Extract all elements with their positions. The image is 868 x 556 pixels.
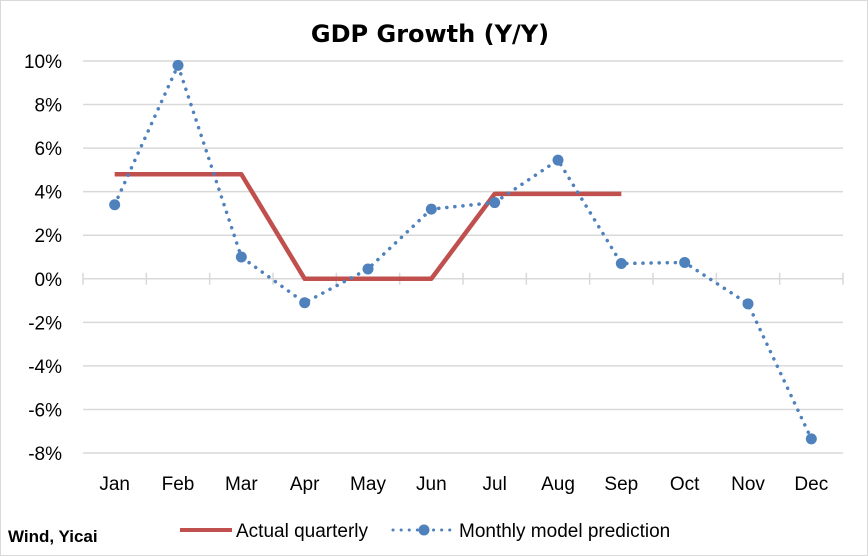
data-point-apr [299, 297, 311, 309]
legend-marker-monthly-prediction [418, 524, 430, 536]
y-tick-label: 8% [35, 96, 63, 117]
x-tick-label: Nov [731, 474, 765, 495]
source-note: Wind, Yicai [8, 527, 98, 546]
x-tick-label: Oct [670, 474, 700, 495]
data-point-dec [805, 433, 817, 445]
y-tick-label: 4% [35, 183, 63, 204]
x-tick-label: Jun [416, 474, 447, 495]
y-tick-label: -8% [28, 444, 62, 465]
data-point-jan [109, 199, 121, 211]
data-point-sep [615, 258, 627, 270]
x-tick-label: Feb [162, 474, 195, 495]
series-line-actual-quarterly [114, 171, 622, 282]
x-tick-label: Dec [794, 474, 828, 495]
x-tick-label: Aug [541, 474, 575, 495]
data-point-mar [235, 251, 247, 263]
y-tick-label: 6% [35, 139, 63, 160]
legend-label-actual-quarterly: Actual quarterly [236, 521, 369, 542]
chart-title: GDP Growth (Y/Y) [311, 20, 549, 48]
x-tick-label: Sep [604, 474, 638, 495]
x-axis [82, 272, 844, 285]
y-tick-label: 0% [35, 270, 63, 291]
data-point-aug [552, 154, 564, 166]
x-tick-label: May [350, 474, 386, 495]
x-axis-ticks: Jan Feb Mar Apr May Jun Jul Aug Sep Oct Nov Dec [99, 474, 828, 495]
data-point-jul [489, 197, 501, 209]
legend-label-monthly-prediction: Monthly model prediction [459, 521, 670, 542]
data-point-oct [679, 256, 691, 268]
legend: Actual quarterly Monthly model predictio… [180, 521, 670, 542]
series-layer [109, 59, 817, 445]
data-point-jun [425, 203, 437, 215]
data-point-feb [172, 59, 184, 71]
x-tick-label: Jul [483, 474, 507, 495]
y-tick-label: 2% [35, 226, 63, 247]
x-tick-label: Apr [290, 474, 320, 495]
y-tick-label: 10% [24, 52, 62, 73]
series-line-monthly-prediction [112, 60, 814, 441]
y-tick-label: -6% [28, 400, 62, 421]
data-point-may [362, 263, 374, 275]
data-point-nov [742, 298, 754, 310]
y-tick-label: -2% [28, 313, 62, 334]
x-tick-label: Jan [99, 474, 130, 495]
y-axis-ticks: 10% 8% 6% 4% 2% 0% -2% -4% -6% -8% [24, 52, 62, 465]
x-tick-label: Mar [225, 474, 258, 495]
y-tick-label: -4% [28, 357, 62, 378]
